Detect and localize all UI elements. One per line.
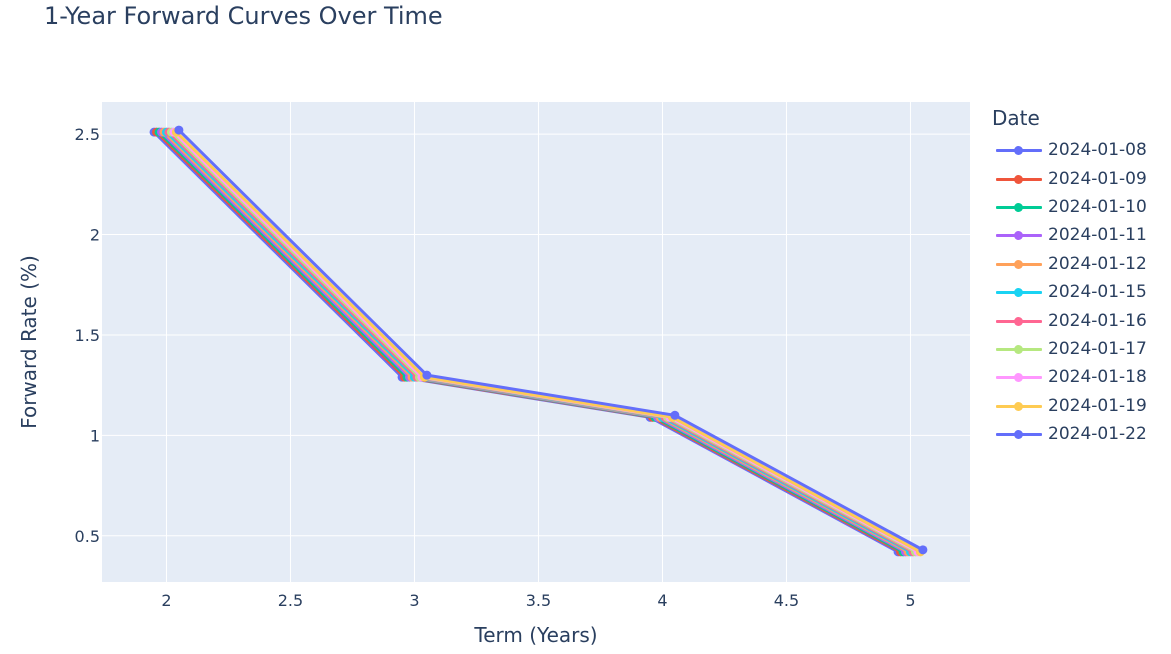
legend-item[interactable]: 2024-01-22: [986, 420, 1147, 448]
x-tick-label: 4.5: [774, 591, 799, 610]
x-tick-label: 5: [905, 591, 915, 610]
x-axis-ticks: 2 2.5 3 3.5 4 4.5 5: [161, 591, 915, 610]
x-axis-label: Term (Years): [473, 623, 597, 647]
legend-marker: [1014, 146, 1023, 156]
legend-marker: [1014, 430, 1023, 440]
data-point: [422, 370, 432, 380]
y-tick-label: 2: [90, 226, 100, 245]
legend-swatch: [996, 285, 1042, 299]
legend-marker: [1014, 373, 1023, 383]
y-tick-label: 2.5: [75, 125, 100, 144]
legend-label: 2024-01-10: [1048, 196, 1147, 217]
legend-label: 2024-01-16: [1048, 310, 1147, 331]
legend-item[interactable]: 2024-01-10: [986, 193, 1147, 221]
legend-swatch: [996, 172, 1042, 186]
legend-swatch: [996, 143, 1042, 157]
legend-items: 2024-01-08 2024-01-09 2024-01-10 2024-01-11…: [986, 136, 1147, 448]
y-tick-label: 0.5: [75, 527, 100, 546]
legend-item[interactable]: 2024-01-08: [986, 136, 1147, 164]
legend-item[interactable]: 2024-01-19: [986, 392, 1147, 420]
legend-marker: [1014, 202, 1023, 212]
legend-label: 2024-01-17: [1048, 338, 1147, 359]
x-tick-label: 2.5: [278, 591, 303, 610]
legend-label: 2024-01-22: [1048, 424, 1147, 445]
y-axis-label: Forward Rate (%): [17, 255, 41, 429]
series-layer: [149, 125, 928, 557]
legend-title: Date: [992, 106, 1040, 130]
legend-label: 2024-01-18: [1048, 367, 1147, 388]
y-axis-ticks: 0.5 1 1.5 2 2.5: [75, 125, 100, 546]
legend-marker: [1014, 344, 1023, 354]
legend-item[interactable]: 2024-01-11: [986, 221, 1147, 249]
legend-label: 2024-01-12: [1048, 253, 1147, 274]
legend-label: 2024-01-11: [1048, 225, 1147, 246]
legend-swatch: [996, 314, 1042, 328]
y-tick-label: 1.5: [75, 326, 100, 345]
legend-marker: [1014, 174, 1023, 184]
chart-title: 1-Year Forward Curves Over Time: [44, 2, 443, 30]
legend-swatch: [996, 200, 1042, 214]
legend-label: 2024-01-19: [1048, 395, 1147, 416]
legend-label: 2024-01-09: [1048, 168, 1147, 189]
legend-item[interactable]: 2024-01-17: [986, 335, 1147, 363]
legend-swatch: [996, 399, 1042, 413]
grid-lines: [102, 102, 970, 582]
y-tick-label: 1: [90, 426, 100, 445]
legend-label: 2024-01-15: [1048, 282, 1147, 303]
legend-swatch: [996, 370, 1042, 384]
x-tick-label: 2: [161, 591, 171, 610]
legend-item[interactable]: 2024-01-15: [986, 278, 1147, 306]
legend: Date 2024-01-08 2024-01-09 2024-01-10 2024-…: [986, 106, 1147, 448]
legend-marker: [1014, 401, 1023, 411]
data-point: [174, 125, 184, 135]
legend-marker: [1014, 316, 1023, 326]
series-line: [175, 131, 922, 554]
legend-marker: [1014, 259, 1023, 269]
data-point: [670, 410, 680, 420]
series-line: [177, 129, 924, 552]
legend-label: 2024-01-08: [1048, 140, 1147, 161]
legend-marker: [1014, 288, 1023, 298]
x-tick-label: 3.5: [526, 591, 551, 610]
legend-item[interactable]: 2024-01-16: [986, 306, 1147, 334]
legend-swatch: [996, 228, 1042, 242]
legend-swatch: [996, 427, 1042, 441]
legend-swatch: [996, 342, 1042, 356]
x-tick-label: 3: [409, 591, 419, 610]
data-point: [918, 545, 928, 555]
legend-marker: [1014, 231, 1023, 241]
legend-swatch: [996, 257, 1042, 271]
x-tick-label: 4: [657, 591, 667, 610]
legend-item[interactable]: 2024-01-18: [986, 363, 1147, 391]
legend-item[interactable]: 2024-01-12: [986, 250, 1147, 278]
series-2024-01-22: [174, 125, 928, 555]
legend-item[interactable]: 2024-01-09: [986, 164, 1147, 192]
